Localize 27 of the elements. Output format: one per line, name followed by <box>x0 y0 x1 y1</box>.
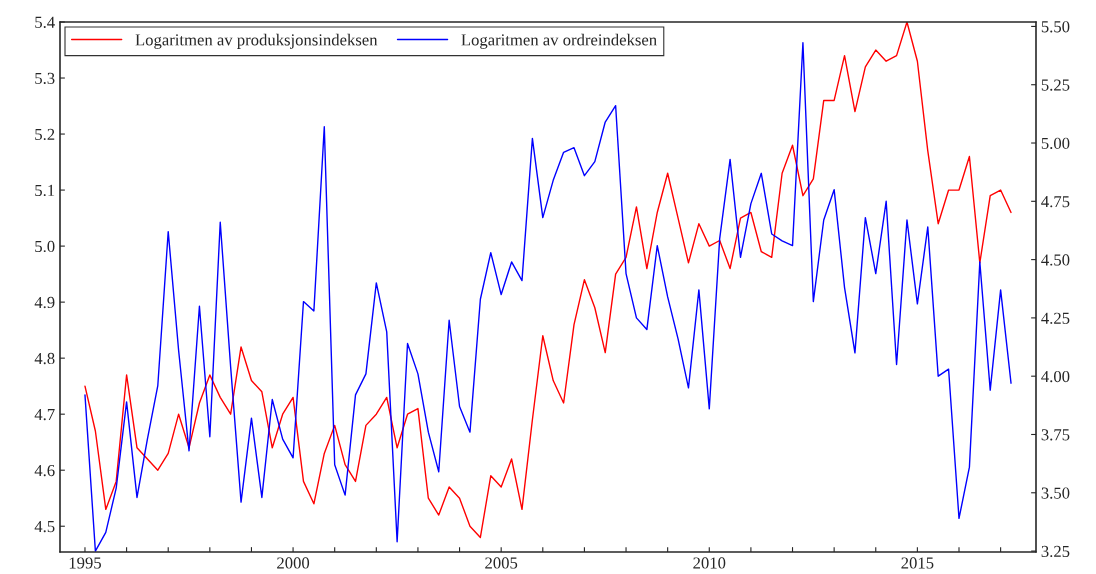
y-tick-label: 5.4 <box>35 16 55 29</box>
y2-tick-label: 3.50 <box>1041 487 1070 499</box>
y-tick-label: 4.5 <box>34 521 55 533</box>
x-tick-label: 2000 <box>277 557 310 569</box>
y2-tick-label: 4.25 <box>1041 312 1070 324</box>
y2-tick-label: 3.25 <box>1041 545 1070 558</box>
y2-tick-label: 5.25 <box>1041 79 1070 91</box>
y-tick-label: 5.0 <box>35 240 55 253</box>
y2-tick-label: 4.75 <box>1041 196 1070 208</box>
legend-label: Logaritmen av produksjonsindeksen <box>135 33 378 49</box>
legend-label: Logaritmen av ordreindeksen <box>461 33 657 49</box>
x-tick-label: 2010 <box>693 557 726 569</box>
y-tick-label: 4.9 <box>34 296 55 309</box>
y-tick-label: 4.7 <box>34 408 55 421</box>
y-tick-label: 5.3 <box>35 72 55 85</box>
y-tick-label: 5.1 <box>35 184 55 197</box>
y2-tick-label: 5.50 <box>1041 21 1070 33</box>
y-tick-label: 5.2 <box>35 128 55 141</box>
y2-tick-label: 4.50 <box>1041 254 1070 266</box>
x-tick-label: 2005 <box>485 557 518 569</box>
x-tick-label: 1995 <box>69 557 101 569</box>
y-tick-label: 4.8 <box>34 352 55 365</box>
y2-tick-label: 5.00 <box>1041 137 1070 150</box>
y-tick-label: 4.6 <box>34 464 55 477</box>
y2-tick-label: 4.00 <box>1041 370 1070 383</box>
x-tick-label: 2015 <box>901 557 934 569</box>
y2-tick-label: 3.75 <box>1041 429 1070 441</box>
